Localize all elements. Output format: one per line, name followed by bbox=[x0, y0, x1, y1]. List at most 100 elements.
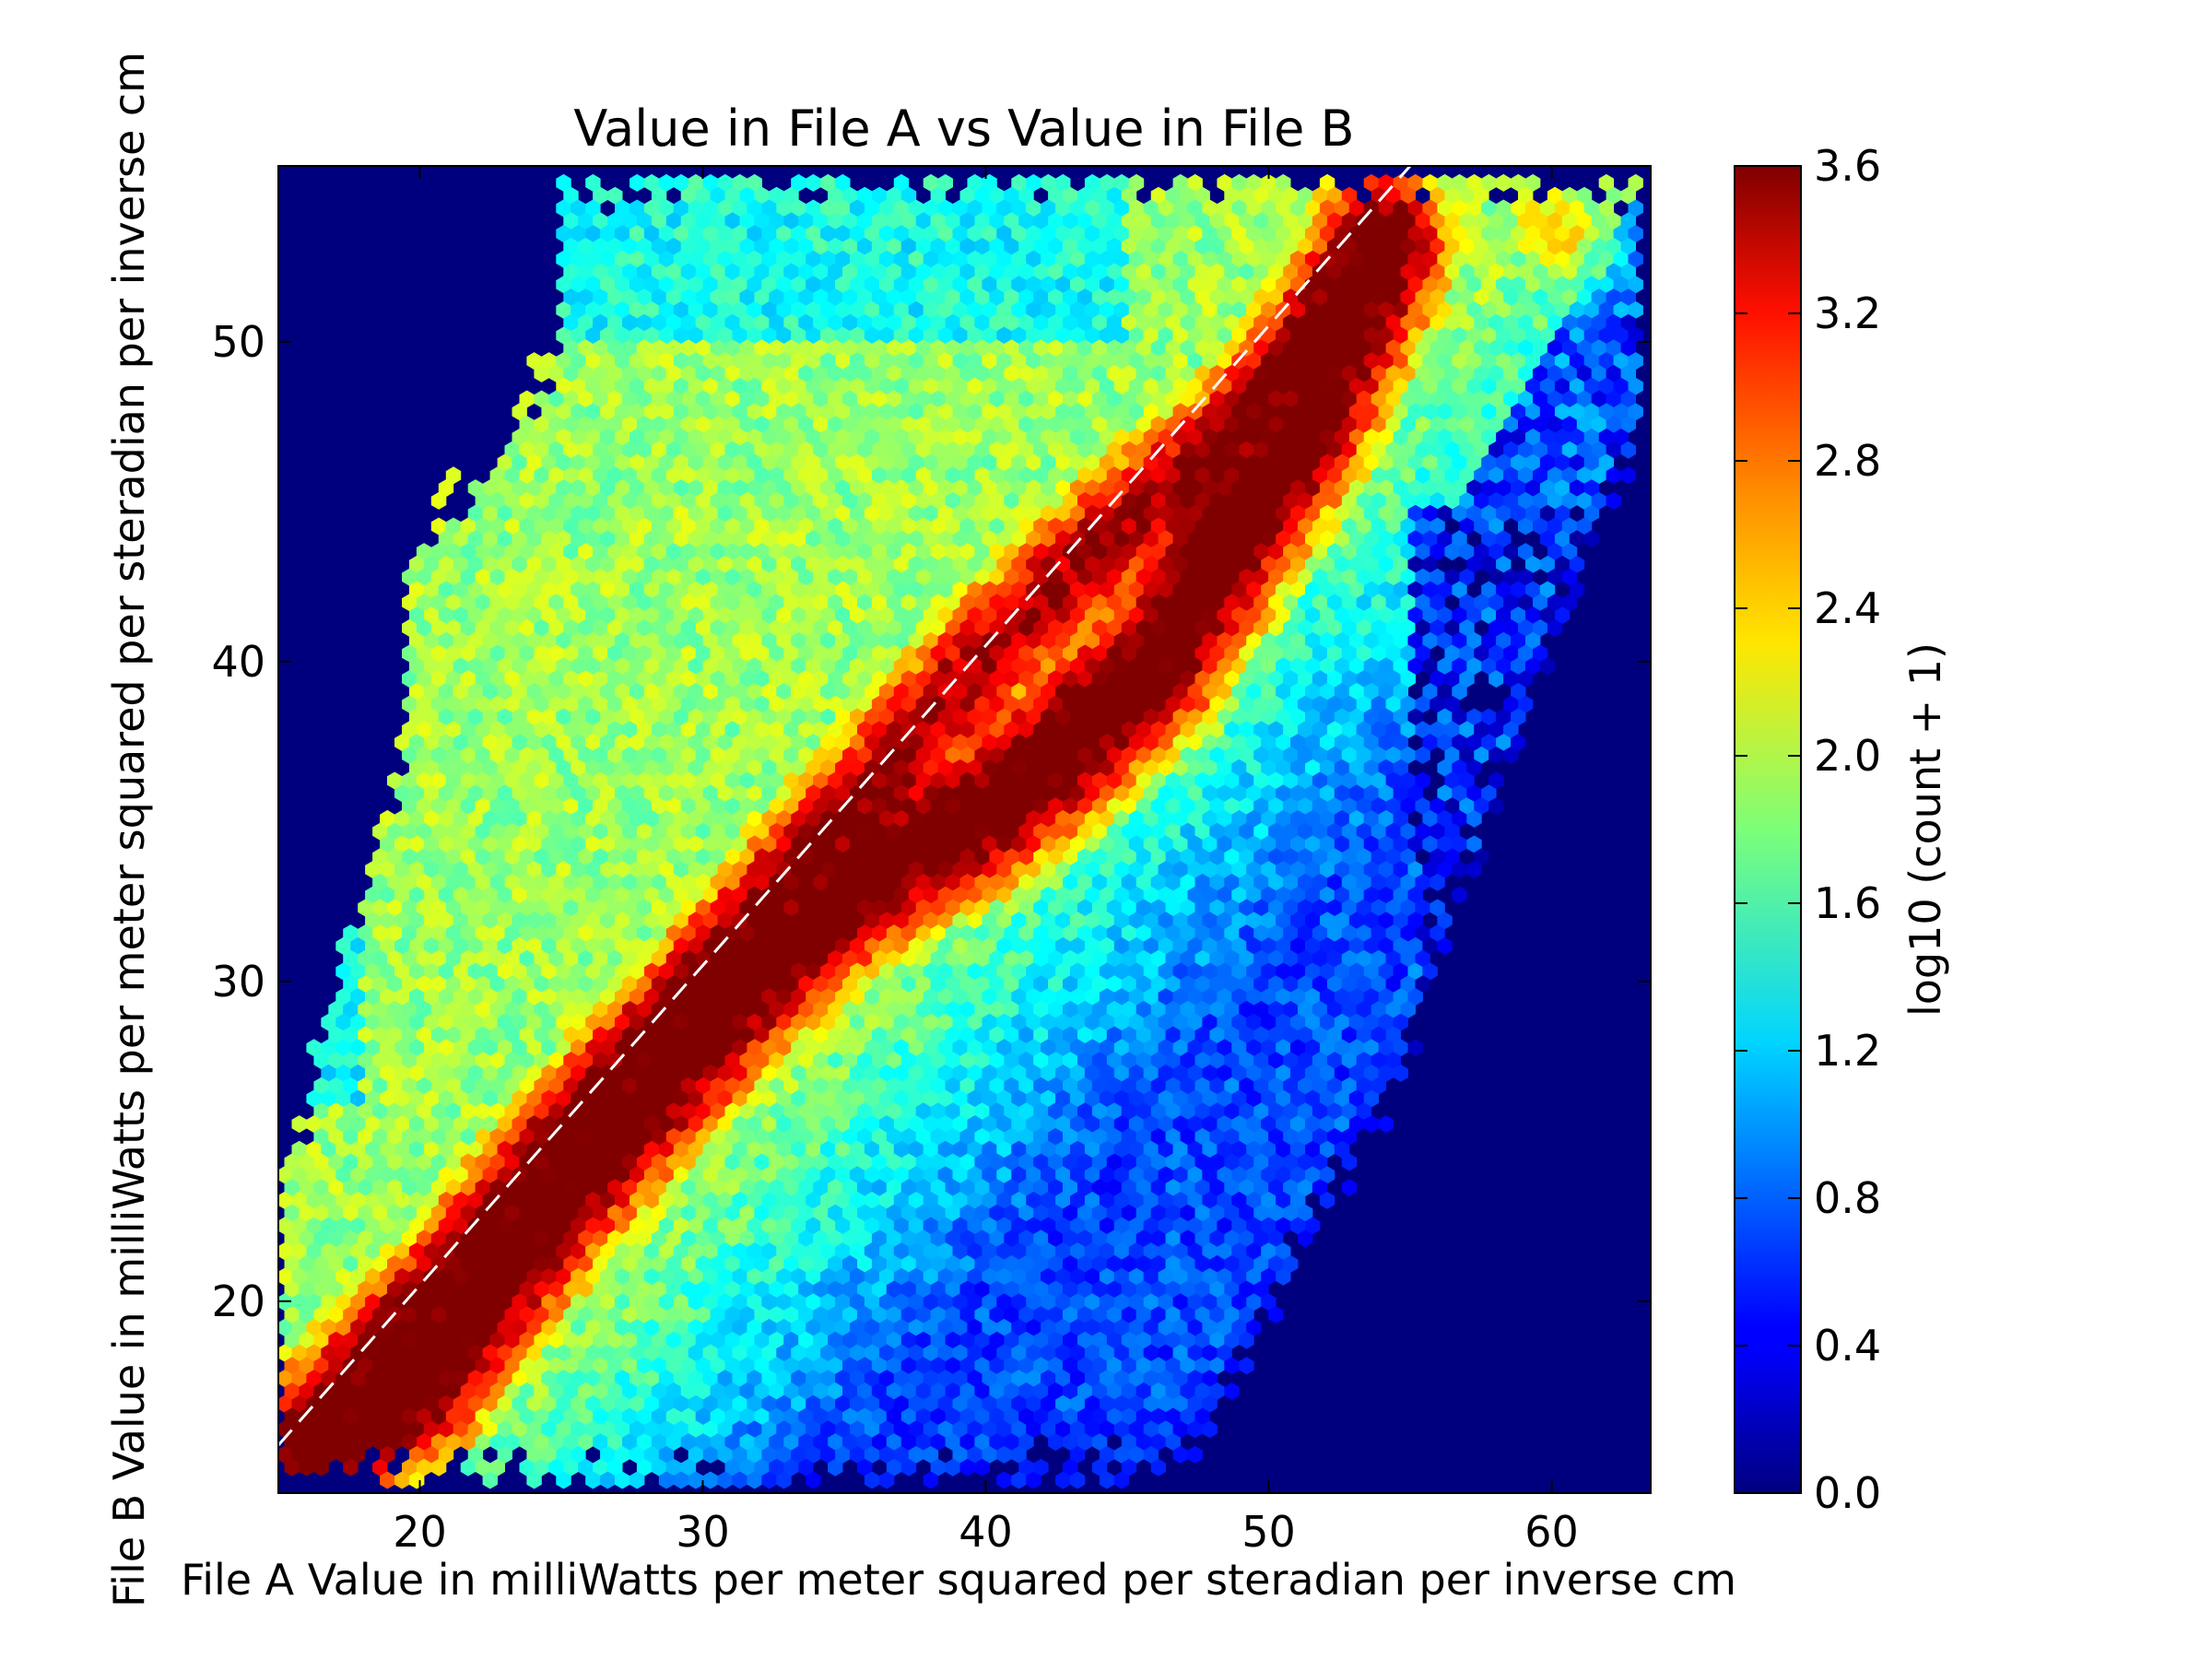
hexbin-cell bbox=[783, 212, 799, 230]
hexbin-cell bbox=[878, 300, 895, 319]
hexbin-cell bbox=[1378, 479, 1394, 498]
hexbin-cell bbox=[1187, 530, 1203, 548]
hexbin-cell bbox=[1326, 364, 1343, 382]
hexbin-cell bbox=[1106, 212, 1123, 230]
hexbin-cell bbox=[1496, 428, 1512, 446]
hexbin-cell bbox=[828, 364, 843, 382]
hexbin-cell bbox=[1121, 339, 1137, 358]
hexbin-cell bbox=[1011, 326, 1027, 345]
hexbin-cell bbox=[1099, 428, 1115, 446]
hexbin-cell bbox=[1576, 263, 1593, 281]
hexbin-cell bbox=[930, 416, 946, 434]
hexbin-cell bbox=[717, 326, 733, 345]
hexbin-cell bbox=[989, 339, 1005, 358]
hexbin-cell bbox=[791, 479, 806, 498]
hexbin-cell bbox=[1554, 225, 1571, 243]
hexbin-cell bbox=[864, 276, 880, 294]
hexbin-cell bbox=[563, 364, 579, 382]
hexbin-cell bbox=[1312, 517, 1328, 535]
hexbin-cell bbox=[695, 491, 712, 510]
hexbin-cell bbox=[556, 403, 571, 421]
hexbin-cell bbox=[1077, 416, 1093, 434]
hexbin-cell bbox=[1437, 326, 1453, 345]
hexbin-cell bbox=[1452, 530, 1467, 548]
hexbin-cell bbox=[1569, 479, 1585, 498]
hexbin-cell bbox=[688, 428, 704, 446]
hexbin-cell bbox=[1415, 491, 1430, 510]
hexbin-cell bbox=[1261, 276, 1277, 294]
hexbin-cell bbox=[1430, 364, 1445, 382]
hexbin-cell bbox=[1598, 352, 1615, 371]
hexbin-cell bbox=[732, 504, 747, 523]
hexbin-cell bbox=[1194, 288, 1210, 307]
hexbin-cell bbox=[989, 416, 1005, 434]
hexbin-cell bbox=[798, 237, 814, 255]
hexbin-cell bbox=[1628, 199, 1643, 218]
hexbin-cell bbox=[1011, 453, 1027, 472]
hexbin-cell bbox=[629, 403, 645, 421]
hexbin-cell bbox=[1525, 479, 1541, 498]
hexbin-cell bbox=[1422, 199, 1438, 218]
hexbin-cell bbox=[820, 530, 836, 548]
hexbin-cell bbox=[695, 517, 712, 535]
hexbin-cell bbox=[651, 364, 667, 382]
hexbin-cell bbox=[761, 276, 777, 294]
hexbin-cell bbox=[1576, 339, 1593, 358]
hexbin-cell bbox=[534, 491, 549, 510]
hexbin-cell bbox=[578, 237, 594, 255]
hexbin-cell bbox=[871, 466, 888, 485]
hexbin-cell bbox=[1430, 416, 1445, 434]
hexbin-cell bbox=[886, 186, 902, 205]
hexbin-cell bbox=[1070, 300, 1086, 319]
hexbin-cell bbox=[1150, 313, 1167, 332]
hexbin-cell bbox=[680, 263, 697, 281]
hexbin-cell bbox=[886, 364, 902, 382]
hexbin-cell bbox=[1202, 428, 1218, 446]
hexbin-cell bbox=[1276, 250, 1291, 268]
hexbin-cell bbox=[643, 377, 660, 395]
hexbin-cell bbox=[1084, 428, 1100, 446]
hexbin-cell bbox=[908, 199, 924, 218]
hexbin-cell bbox=[820, 199, 836, 218]
hexbin-cell bbox=[732, 250, 747, 268]
hexbin-cell bbox=[1099, 530, 1115, 548]
hexbin-cell bbox=[1459, 416, 1475, 434]
hexbin-cell bbox=[776, 352, 792, 371]
hexbin-cell bbox=[1298, 263, 1313, 281]
hexbin-cell bbox=[571, 352, 586, 371]
hexbin-cell bbox=[680, 313, 697, 332]
hexbin-cell bbox=[1496, 453, 1512, 472]
hexbin-cell bbox=[643, 199, 660, 218]
hexbin-cell bbox=[526, 504, 542, 523]
hexbin-cell bbox=[857, 186, 873, 205]
hexbin-cell bbox=[908, 326, 924, 345]
hexbin-cell bbox=[1444, 212, 1460, 230]
hexbin-cell bbox=[930, 491, 946, 510]
hexbin-cell bbox=[1055, 453, 1071, 472]
hexbin-cell bbox=[1422, 403, 1438, 421]
hexbin-cell bbox=[629, 352, 645, 371]
hexbin-cell bbox=[1011, 479, 1027, 498]
hexbin-cell bbox=[593, 491, 608, 510]
hexbin-cell bbox=[893, 225, 910, 243]
hexbin-cell bbox=[864, 300, 880, 319]
hexbin-cell bbox=[1393, 479, 1408, 498]
hexbin-cell bbox=[1224, 364, 1240, 382]
hexbin-cell bbox=[1106, 237, 1123, 255]
hexbin-cell bbox=[563, 517, 579, 535]
hexbin-cell bbox=[923, 530, 939, 548]
hexbin-cell bbox=[761, 479, 777, 498]
hexbin-cell bbox=[1026, 250, 1041, 268]
hexbin-cell bbox=[1298, 441, 1313, 459]
hexbin-cell bbox=[835, 225, 851, 243]
hexbin-cell bbox=[665, 288, 682, 307]
hexbin-cell bbox=[673, 504, 689, 523]
hexbin-cell bbox=[886, 466, 902, 485]
hexbin-cell bbox=[629, 199, 645, 218]
hexbin-cell bbox=[974, 288, 990, 307]
hexbin-cell bbox=[1393, 173, 1408, 192]
hexbin-cell bbox=[886, 543, 902, 561]
hexbin-cell bbox=[445, 466, 462, 485]
hexbin-cell bbox=[717, 504, 733, 523]
hexbin-cell bbox=[747, 276, 762, 294]
